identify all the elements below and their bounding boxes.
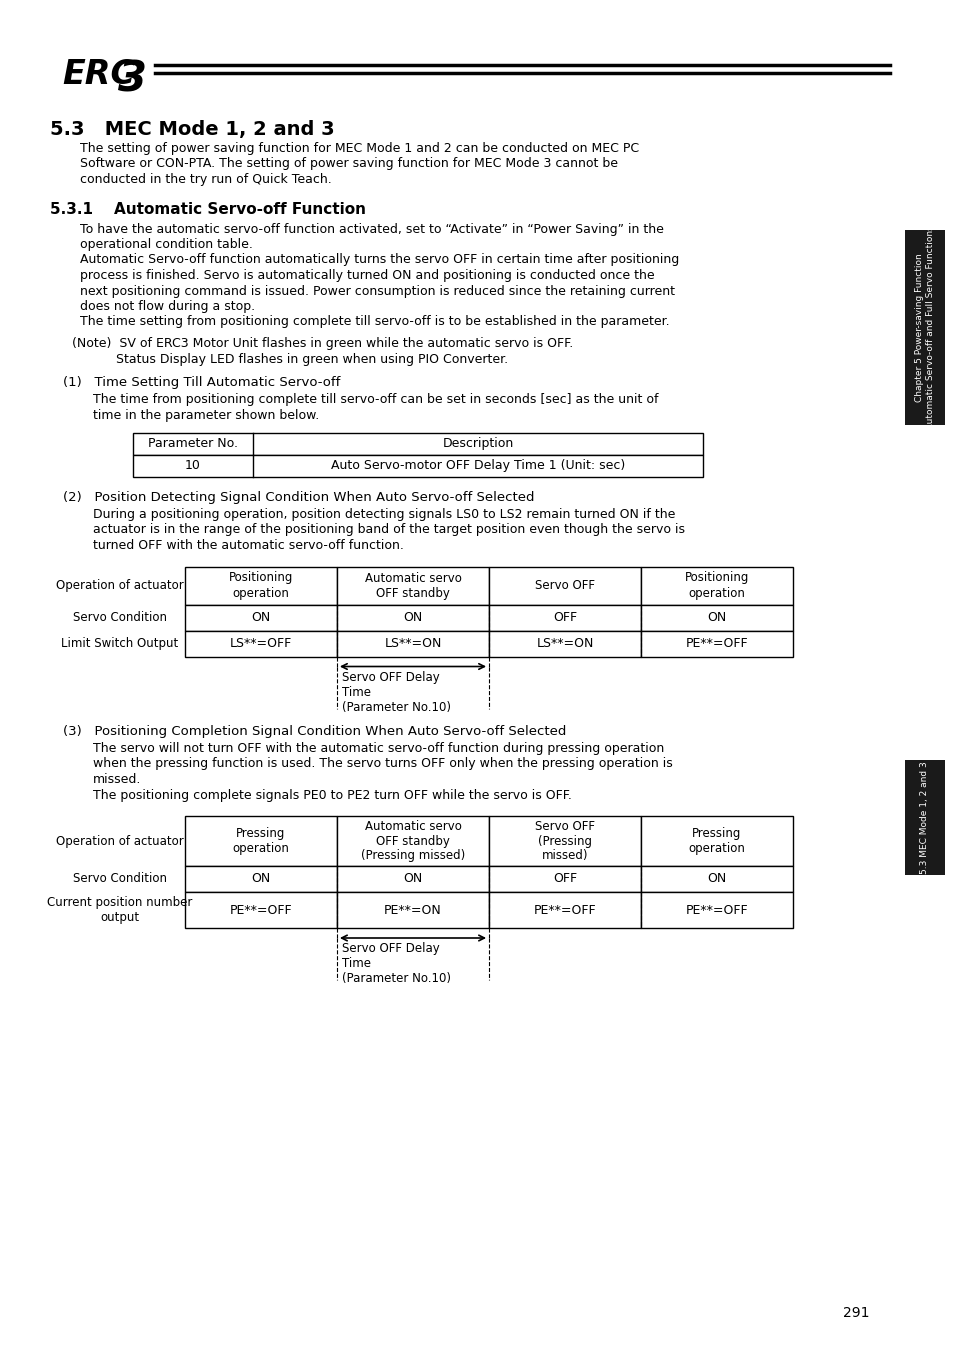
Text: 5.3.1    Automatic Servo-off Function: 5.3.1 Automatic Servo-off Function <box>50 202 366 217</box>
Text: Servo OFF Delay
Time
(Parameter No.10): Servo OFF Delay Time (Parameter No.10) <box>341 671 451 714</box>
Text: 5.3 MEC Mode 1, 2 and 3: 5.3 MEC Mode 1, 2 and 3 <box>920 761 928 873</box>
Text: ON: ON <box>706 872 726 886</box>
Bar <box>336 567 489 605</box>
Text: does not flow during a stop.: does not flow during a stop. <box>80 300 254 313</box>
Bar <box>640 605 792 630</box>
Text: The time from positioning complete till servo-off can be set in seconds [sec] as: The time from positioning complete till … <box>92 393 658 406</box>
Bar <box>336 815 489 865</box>
Text: ON: ON <box>403 872 422 886</box>
Text: LS**=ON: LS**=ON <box>536 637 593 649</box>
Text: PE**=OFF: PE**=OFF <box>685 637 747 649</box>
Text: when the pressing function is used. The servo turns OFF only when the pressing o: when the pressing function is used. The … <box>92 757 672 771</box>
Bar <box>640 630 792 656</box>
Text: Auto Servo-motor OFF Delay Time 1 (Unit: sec): Auto Servo-motor OFF Delay Time 1 (Unit:… <box>331 459 624 472</box>
Bar <box>904 760 944 875</box>
Text: (1)   Time Setting Till Automatic Servo-off: (1) Time Setting Till Automatic Servo-of… <box>63 377 340 389</box>
Bar <box>185 815 336 865</box>
Bar <box>132 432 702 455</box>
Text: Servo Condition: Servo Condition <box>73 872 167 886</box>
Text: PE**=ON: PE**=ON <box>384 903 441 917</box>
Bar <box>489 865 640 892</box>
Bar <box>489 815 640 865</box>
Text: The setting of power saving function for MEC Mode 1 and 2 can be conducted on ME: The setting of power saving function for… <box>80 142 639 155</box>
Bar <box>640 815 792 865</box>
Text: Servo OFF: Servo OFF <box>535 579 595 593</box>
Text: OFF: OFF <box>553 612 577 624</box>
Bar <box>336 865 489 892</box>
Text: PE**=OFF: PE**=OFF <box>533 903 596 917</box>
Text: During a positioning operation, position detecting signals LS0 to LS2 remain tur: During a positioning operation, position… <box>92 508 675 521</box>
Text: Current position number
output: Current position number output <box>48 896 193 923</box>
Text: 10: 10 <box>185 459 201 472</box>
Text: Servo Condition: Servo Condition <box>73 612 167 624</box>
Text: (Note)  SV of ERC3 Motor Unit flashes in green while the automatic servo is OFF.: (Note) SV of ERC3 Motor Unit flashes in … <box>71 338 573 350</box>
Text: Pressing
operation: Pressing operation <box>233 828 289 855</box>
Text: process is finished. Servo is automatically turned ON and positioning is conduct: process is finished. Servo is automatica… <box>80 269 654 282</box>
Text: conducted in the try run of Quick Teach.: conducted in the try run of Quick Teach. <box>80 173 332 186</box>
Bar <box>336 630 489 656</box>
Bar <box>640 865 792 892</box>
Text: Automatic Servo-off function automatically turns the servo OFF in certain time a: Automatic Servo-off function automatical… <box>80 254 679 266</box>
Bar <box>489 892 640 927</box>
Bar <box>185 567 336 605</box>
Text: ON: ON <box>251 872 271 886</box>
Text: Automatic servo
OFF standby: Automatic servo OFF standby <box>364 571 461 599</box>
Text: Status Display LED flashes in green when using PIO Converter.: Status Display LED flashes in green when… <box>71 352 508 366</box>
Text: next positioning command is issued. Power consumption is reduced since the retai: next positioning command is issued. Powe… <box>80 285 675 297</box>
Bar <box>489 630 640 656</box>
Text: To have the automatic servo-off function activated, set to “Activate” in “Power : To have the automatic servo-off function… <box>80 223 663 235</box>
Bar <box>640 567 792 605</box>
Text: The positioning complete signals PE0 to PE2 turn OFF while the servo is OFF.: The positioning complete signals PE0 to … <box>92 788 571 802</box>
Text: Chapter 5 Power-saving Function
(Automatic Servo-off and Full Servo Functions): Chapter 5 Power-saving Function (Automat… <box>914 221 934 433</box>
Text: LS**=ON: LS**=ON <box>384 637 441 649</box>
Text: time in the parameter shown below.: time in the parameter shown below. <box>92 409 319 423</box>
Text: operational condition table.: operational condition table. <box>80 238 253 251</box>
Bar <box>185 630 336 656</box>
Text: PE**=OFF: PE**=OFF <box>230 903 292 917</box>
Text: Operation of actuator: Operation of actuator <box>56 834 184 848</box>
Text: Automatic servo
OFF standby
(Pressing missed): Automatic servo OFF standby (Pressing mi… <box>360 819 465 863</box>
Text: Servo OFF
(Pressing
missed): Servo OFF (Pressing missed) <box>535 819 595 863</box>
Text: The time setting from positioning complete till servo-off is to be established i: The time setting from positioning comple… <box>80 316 669 328</box>
Text: The servo will not turn OFF with the automatic servo-off function during pressin: The servo will not turn OFF with the aut… <box>92 743 663 755</box>
Text: 291: 291 <box>842 1305 869 1320</box>
Bar <box>336 605 489 630</box>
Text: Software or CON-PTA. The setting of power saving function for MEC Mode 3 cannot : Software or CON-PTA. The setting of powe… <box>80 158 618 170</box>
Bar <box>132 455 702 477</box>
Text: actuator is in the range of the positioning band of the target position even tho: actuator is in the range of the position… <box>92 524 684 536</box>
Text: Positioning
operation: Positioning operation <box>229 571 293 599</box>
Text: 5.3   MEC Mode 1, 2 and 3: 5.3 MEC Mode 1, 2 and 3 <box>50 120 335 139</box>
Text: Positioning
operation: Positioning operation <box>684 571 748 599</box>
Text: Parameter No.: Parameter No. <box>148 437 237 450</box>
Text: Servo OFF Delay
Time
(Parameter No.10): Servo OFF Delay Time (Parameter No.10) <box>341 942 451 986</box>
Bar <box>336 892 489 927</box>
Bar <box>489 567 640 605</box>
Bar <box>185 892 336 927</box>
Text: Pressing
operation: Pressing operation <box>688 828 744 855</box>
Text: ON: ON <box>403 612 422 624</box>
Text: Operation of actuator: Operation of actuator <box>56 579 184 593</box>
Text: 3: 3 <box>118 58 147 100</box>
Text: Limit Switch Output: Limit Switch Output <box>61 637 178 649</box>
Text: missed.: missed. <box>92 774 141 786</box>
Bar <box>640 892 792 927</box>
Text: (3)   Positioning Completion Signal Condition When Auto Servo-off Selected: (3) Positioning Completion Signal Condit… <box>63 725 566 737</box>
Text: ON: ON <box>251 612 271 624</box>
Text: turned OFF with the automatic servo-off function.: turned OFF with the automatic servo-off … <box>92 539 403 552</box>
Text: Description: Description <box>442 437 513 450</box>
Bar <box>185 605 336 630</box>
Text: OFF: OFF <box>553 872 577 886</box>
Bar <box>904 230 944 425</box>
Text: PE**=OFF: PE**=OFF <box>685 903 747 917</box>
Text: ERC: ERC <box>62 58 135 92</box>
Bar <box>185 865 336 892</box>
Text: (2)   Position Detecting Signal Condition When Auto Servo-off Selected: (2) Position Detecting Signal Condition … <box>63 490 534 504</box>
Bar <box>489 605 640 630</box>
Text: LS**=OFF: LS**=OFF <box>230 637 292 649</box>
Text: ON: ON <box>706 612 726 624</box>
